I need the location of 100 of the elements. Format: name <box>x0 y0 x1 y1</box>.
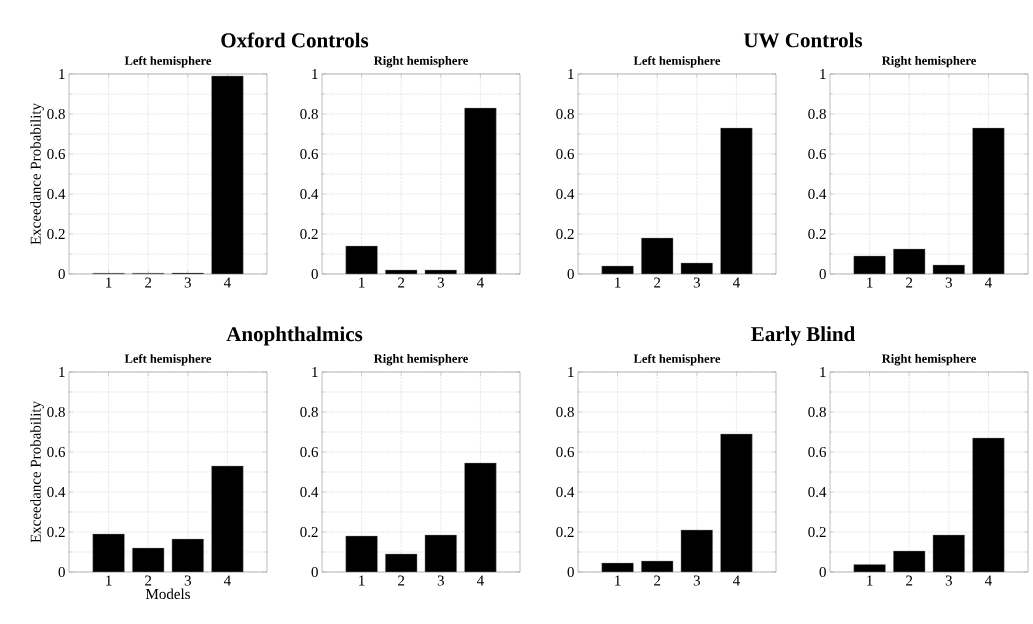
bar <box>424 534 457 573</box>
chart-title: UW Controls <box>743 32 863 48</box>
x-tick-label: 1 <box>359 277 365 288</box>
y-tick-label: 1 <box>312 69 318 79</box>
y-tick-label: 0.8 <box>47 108 65 120</box>
x-tick-label: 4 <box>732 575 740 586</box>
chart-subtitle: Right hemisphere <box>373 354 468 366</box>
bar <box>972 437 1005 573</box>
x-tick-label: 1 <box>106 277 112 288</box>
y-tick-label: 0.4 <box>47 188 66 200</box>
y-tick-label: 0.6 <box>300 148 319 160</box>
x-tick-label: 3 <box>945 575 952 586</box>
x-tick-label: 3 <box>693 575 700 586</box>
bar <box>211 465 244 573</box>
bar <box>720 433 753 573</box>
y-tick-label: 0 <box>819 268 826 280</box>
y-tick-label: 0.4 <box>300 188 319 200</box>
bar <box>641 560 674 573</box>
bar <box>385 553 418 573</box>
chart-title: Early Blind <box>751 326 856 346</box>
y-tick-label: 0.2 <box>47 526 65 538</box>
y-tick-label: 1 <box>820 367 826 377</box>
x-tick-label: 3 <box>945 277 952 288</box>
x-tick-label: 2 <box>654 277 661 288</box>
y-tick-label: 0.4 <box>47 486 66 498</box>
y-tick-label: 0.6 <box>300 446 319 458</box>
x-tick-label: 2 <box>654 575 661 586</box>
x-tick-label: 1 <box>867 575 873 586</box>
bar <box>641 237 674 275</box>
bar <box>893 248 926 275</box>
y-tick-label: 0.6 <box>556 446 575 458</box>
y-tick-label: 0.8 <box>47 406 65 418</box>
x-axis-title: Models <box>145 588 190 600</box>
y-tick-label: 0.6 <box>47 446 66 458</box>
x-tick-label: 4 <box>984 277 992 288</box>
y-tick-label: 0.4 <box>556 188 575 200</box>
x-tick-label: 2 <box>145 277 152 288</box>
y-tick-label: 1 <box>568 367 574 377</box>
x-tick-label: 3 <box>184 277 191 288</box>
y-tick-label: 0.8 <box>300 108 318 120</box>
bar <box>972 127 1005 275</box>
bar <box>464 462 497 573</box>
chart-subtitle: Left hemisphere <box>633 354 721 366</box>
y-tick-label: 1 <box>312 367 318 377</box>
y-tick-label: 0.2 <box>556 526 574 538</box>
bar <box>893 550 926 573</box>
x-tick-label: 1 <box>106 575 112 586</box>
bar <box>424 269 457 275</box>
y-tick-label: 0 <box>58 566 65 578</box>
bar <box>464 107 497 275</box>
y-tick-label: 0.2 <box>300 526 318 538</box>
y-tick-label: 0.2 <box>47 228 65 240</box>
y-tick-label: 0.8 <box>808 406 826 418</box>
x-tick-label: 4 <box>476 277 484 288</box>
y-tick-label: 0 <box>567 566 574 578</box>
x-tick-label: 2 <box>398 575 405 586</box>
y-tick-label: 1 <box>59 69 65 79</box>
bar <box>132 547 165 573</box>
x-tick-label: 4 <box>984 575 992 586</box>
y-axis-title: Exceedance Probability <box>30 103 44 245</box>
y-tick-label: 0.4 <box>808 486 827 498</box>
bar <box>853 564 886 573</box>
x-tick-label: 3 <box>184 575 191 586</box>
bar <box>171 538 204 573</box>
y-tick-label: 0.8 <box>556 406 574 418</box>
bar <box>680 262 713 275</box>
x-tick-label: 2 <box>906 575 913 586</box>
x-tick-label: 1 <box>615 575 621 586</box>
chart-title: Oxford Controls <box>221 32 369 48</box>
y-axis-title: Exceedance Probability <box>30 401 44 543</box>
x-tick-label: 1 <box>359 575 365 586</box>
y-tick-label: 0 <box>311 268 318 280</box>
y-tick-label: 0.2 <box>808 526 826 538</box>
bar <box>92 533 125 573</box>
bar <box>601 265 634 275</box>
x-tick-label: 2 <box>398 277 405 288</box>
bar <box>345 245 378 275</box>
y-tick-label: 0.6 <box>808 446 827 458</box>
x-tick-label: 1 <box>615 277 621 288</box>
bar <box>932 534 965 573</box>
x-tick-label: 4 <box>223 575 231 586</box>
x-tick-label: 2 <box>906 277 913 288</box>
bar <box>345 535 378 573</box>
y-tick-label: 0 <box>567 268 574 280</box>
y-tick-label: 0.6 <box>47 148 66 160</box>
y-tick-label: 1 <box>568 69 574 79</box>
y-tick-label: 0.4 <box>556 486 575 498</box>
y-tick-label: 1 <box>59 367 65 377</box>
bar <box>601 562 634 573</box>
bar <box>385 269 418 275</box>
chart-subtitle: Left hemisphere <box>633 56 721 68</box>
y-tick-label: 0 <box>819 566 826 578</box>
x-tick-label: 4 <box>476 575 484 586</box>
x-tick-label: 3 <box>693 277 700 288</box>
x-tick-label: 1 <box>867 277 873 288</box>
y-tick-label: 0.6 <box>556 148 575 160</box>
y-tick-label: 0 <box>311 566 318 578</box>
x-tick-label: 4 <box>732 277 740 288</box>
y-tick-label: 0.2 <box>808 228 826 240</box>
y-tick-label: 0.4 <box>808 188 827 200</box>
